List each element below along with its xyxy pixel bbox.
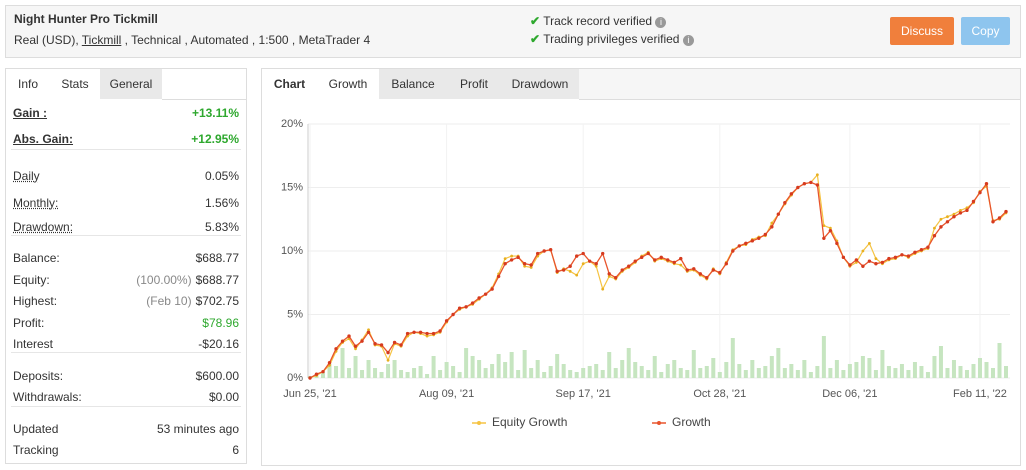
stat-number: $702.75 — [195, 294, 239, 308]
chart-tab[interactable]: Growth — [317, 69, 380, 99]
header-bar: Night Hunter Pro Tickmill Real (USD), Ti… — [5, 5, 1021, 58]
stats-panel: Info Stats General Gain : +13.11% Abs. Gain: +… — [5, 68, 247, 464]
stat-number: +13.11% — [191, 106, 239, 120]
stat-row: Daily 0.05% — [13, 166, 239, 186]
stat-value: 53 minutes ago — [157, 419, 239, 439]
separator — [11, 406, 241, 407]
stat-label: Highest: — [13, 294, 58, 308]
stat-row: Monthly: 1.56% — [13, 193, 239, 213]
stat-value: 1.56% — [205, 193, 239, 213]
subtitle-part: Real (USD), — [14, 33, 82, 47]
stat-value: $78.96 — [202, 313, 239, 333]
stat-label: Deposits: — [13, 369, 64, 383]
chart-tab[interactable]: Drawdown — [501, 69, 580, 99]
stat-label: Drawdown: — [13, 220, 74, 234]
separator — [11, 352, 241, 353]
stat-value: (Feb 10) $702.75 — [146, 291, 239, 311]
stat-note: (Feb 10) — [146, 294, 192, 308]
stat-number: $600.00 — [195, 369, 239, 383]
stat-label: Gain : — [13, 106, 48, 120]
stat-value: 5.83% — [205, 217, 239, 237]
stat-value: +12.95% — [191, 129, 239, 149]
verified-text: Trading privileges verified — [543, 32, 680, 46]
stat-row: Profit: $78.96 — [13, 313, 239, 333]
stat-value: $688.77 — [196, 248, 239, 268]
copy-button[interactable]: Copy — [961, 17, 1010, 45]
stat-row: Tracking 6 — [13, 440, 239, 460]
stat-label: Interest — [13, 337, 54, 351]
stat-number: 53 minutes ago — [156, 422, 239, 436]
stat-label: Abs. Gain: — [13, 132, 74, 146]
system-subtitle: Real (USD), Tickmill , Technical , Autom… — [14, 33, 370, 47]
stat-row: Interest -$20.16 — [13, 334, 239, 354]
tab-fill — [162, 69, 246, 100]
subtitle-part: , Technical , Automated , 1:500 , MetaTr… — [121, 33, 371, 47]
stat-row: Abs. Gain: +12.95% — [13, 129, 239, 149]
stat-number: 6 — [232, 443, 239, 457]
stat-row: Equity: (100.00%) $688.77 — [13, 270, 239, 290]
chart-tab[interactable]: Balance — [379, 69, 448, 99]
stat-value: $600.00 — [196, 366, 239, 386]
tab[interactable]: Stats — [50, 69, 101, 99]
system-title: Night Hunter Pro Tickmill — [14, 12, 158, 26]
stat-value: $0.00 — [209, 387, 239, 407]
stat-number: -$20.16 — [198, 337, 239, 351]
verified-text: Track record verified — [543, 14, 653, 28]
stat-number: $78.96 — [202, 316, 239, 330]
stat-label: Profit: — [13, 316, 45, 330]
stat-number: $688.77 — [195, 251, 239, 265]
stat-value: (100.00%) $688.77 — [136, 270, 239, 290]
stat-row: Drawdown: 5.83% — [13, 217, 239, 237]
separator — [11, 149, 241, 150]
stat-value: +13.11% — [192, 103, 239, 123]
discuss-button[interactable]: Discuss — [890, 17, 954, 45]
verified-item: ✔ Track record verified i — [530, 14, 667, 28]
stat-label: Daily — [13, 169, 40, 183]
stat-number: 1.56% — [204, 196, 239, 210]
stat-label: Equity: — [13, 273, 50, 287]
verified-item: ✔ Trading privileges verified i — [530, 32, 694, 46]
tab-fill — [579, 69, 1020, 100]
stat-row: Balance: $688.77 — [13, 248, 239, 268]
stat-label: Withdrawals: — [13, 390, 82, 404]
stat-row: Deposits: $600.00 — [13, 366, 239, 386]
stat-value: -$20.16 — [198, 334, 239, 354]
stat-row: Highest: (Feb 10) $702.75 — [13, 291, 239, 311]
stat-number: 5.83% — [204, 220, 239, 234]
stat-number: $688.77 — [195, 273, 239, 287]
chart-tab[interactable]: Chart — [262, 69, 318, 99]
chart-tab[interactable]: Profit — [447, 69, 502, 99]
stat-row: Withdrawals: $0.00 — [13, 387, 239, 407]
stat-label: Updated — [13, 422, 59, 436]
stat-label: Balance: — [13, 251, 60, 265]
stat-row: Updated 53 minutes ago — [13, 419, 239, 439]
stat-label: Monthly: — [13, 196, 59, 210]
broker-link[interactable]: Tickmill — [81, 33, 122, 47]
stat-note: (100.00%) — [136, 273, 192, 287]
tab[interactable]: Info — [6, 69, 51, 99]
stat-value: 6 — [232, 440, 239, 460]
stat-number: +12.95% — [191, 132, 239, 146]
separator — [11, 235, 241, 236]
stat-number: $0.00 — [208, 390, 239, 404]
tab[interactable]: General — [100, 69, 163, 99]
stat-label: Tracking — [13, 443, 59, 457]
stat-row: Gain : +13.11% — [13, 103, 239, 123]
stat-number: 0.05% — [204, 169, 239, 183]
stat-value: 0.05% — [205, 166, 239, 186]
